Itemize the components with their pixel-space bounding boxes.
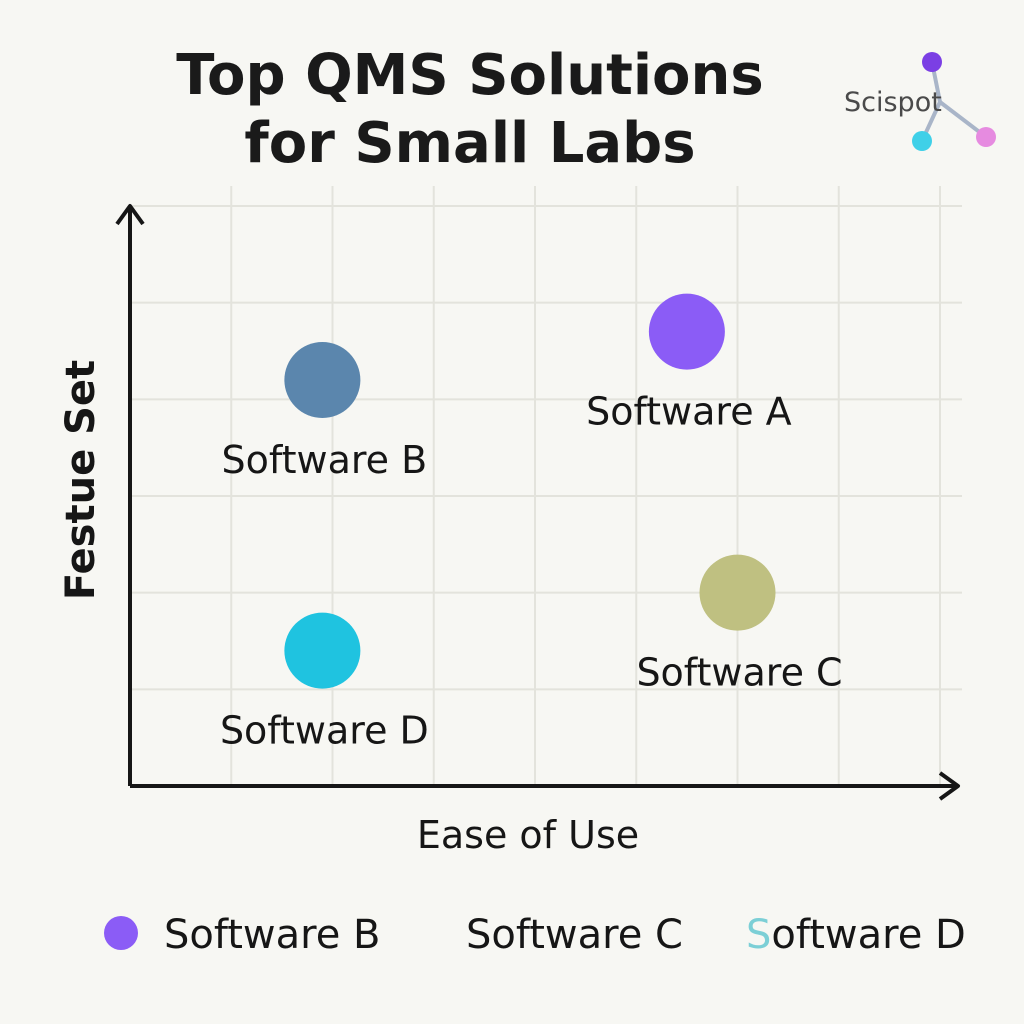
data-label-software-b: Software B [222, 438, 428, 482]
legend-item-1: Software B [104, 905, 380, 965]
data-points: Software A Software B Software C Software D [220, 293, 843, 753]
logo-text: Scispot [844, 87, 942, 118]
scispot-logo: Scispot [844, 52, 996, 151]
legend: Software B Software C Software D [100, 905, 1020, 975]
legend-item-3: Software D [746, 905, 966, 965]
data-point-software-c [699, 554, 776, 631]
x-axis-label: Ease of Use [417, 813, 639, 857]
data-label-software-d: Software D [220, 709, 429, 753]
logo-node-purple [922, 52, 942, 72]
grid-lines [130, 186, 962, 786]
legend-item-2: Software C [466, 905, 683, 965]
data-label-software-c: Software C [636, 651, 842, 695]
scatter-chart: Ease of Use Festue Set Software ASoftwar… [58, 186, 962, 857]
logo-node-pink [976, 127, 996, 147]
legend-label-2: Software C [466, 912, 683, 958]
data-label-software-a: Software A [586, 390, 792, 434]
data-point-software-b [284, 342, 361, 418]
legend-label-1: Software B [164, 912, 381, 958]
axes [115, 204, 960, 801]
legend-label-3: Software D [746, 912, 966, 958]
data-point-software-d [284, 612, 361, 689]
y-axis-arrow [115, 204, 145, 226]
data-point-software-a [648, 293, 725, 370]
y-axis-label: Festue Set [58, 360, 104, 600]
legend-marker-1 [104, 916, 138, 950]
logo-node-cyan [912, 131, 932, 151]
x-axis-arrow [938, 771, 960, 801]
chart-title-line-1: Top QMS Solutions [176, 43, 764, 108]
chart-title-line-2: for Small Labs [244, 111, 696, 176]
chart-title: Top QMS Solutions for Small Labs [100, 42, 840, 178]
